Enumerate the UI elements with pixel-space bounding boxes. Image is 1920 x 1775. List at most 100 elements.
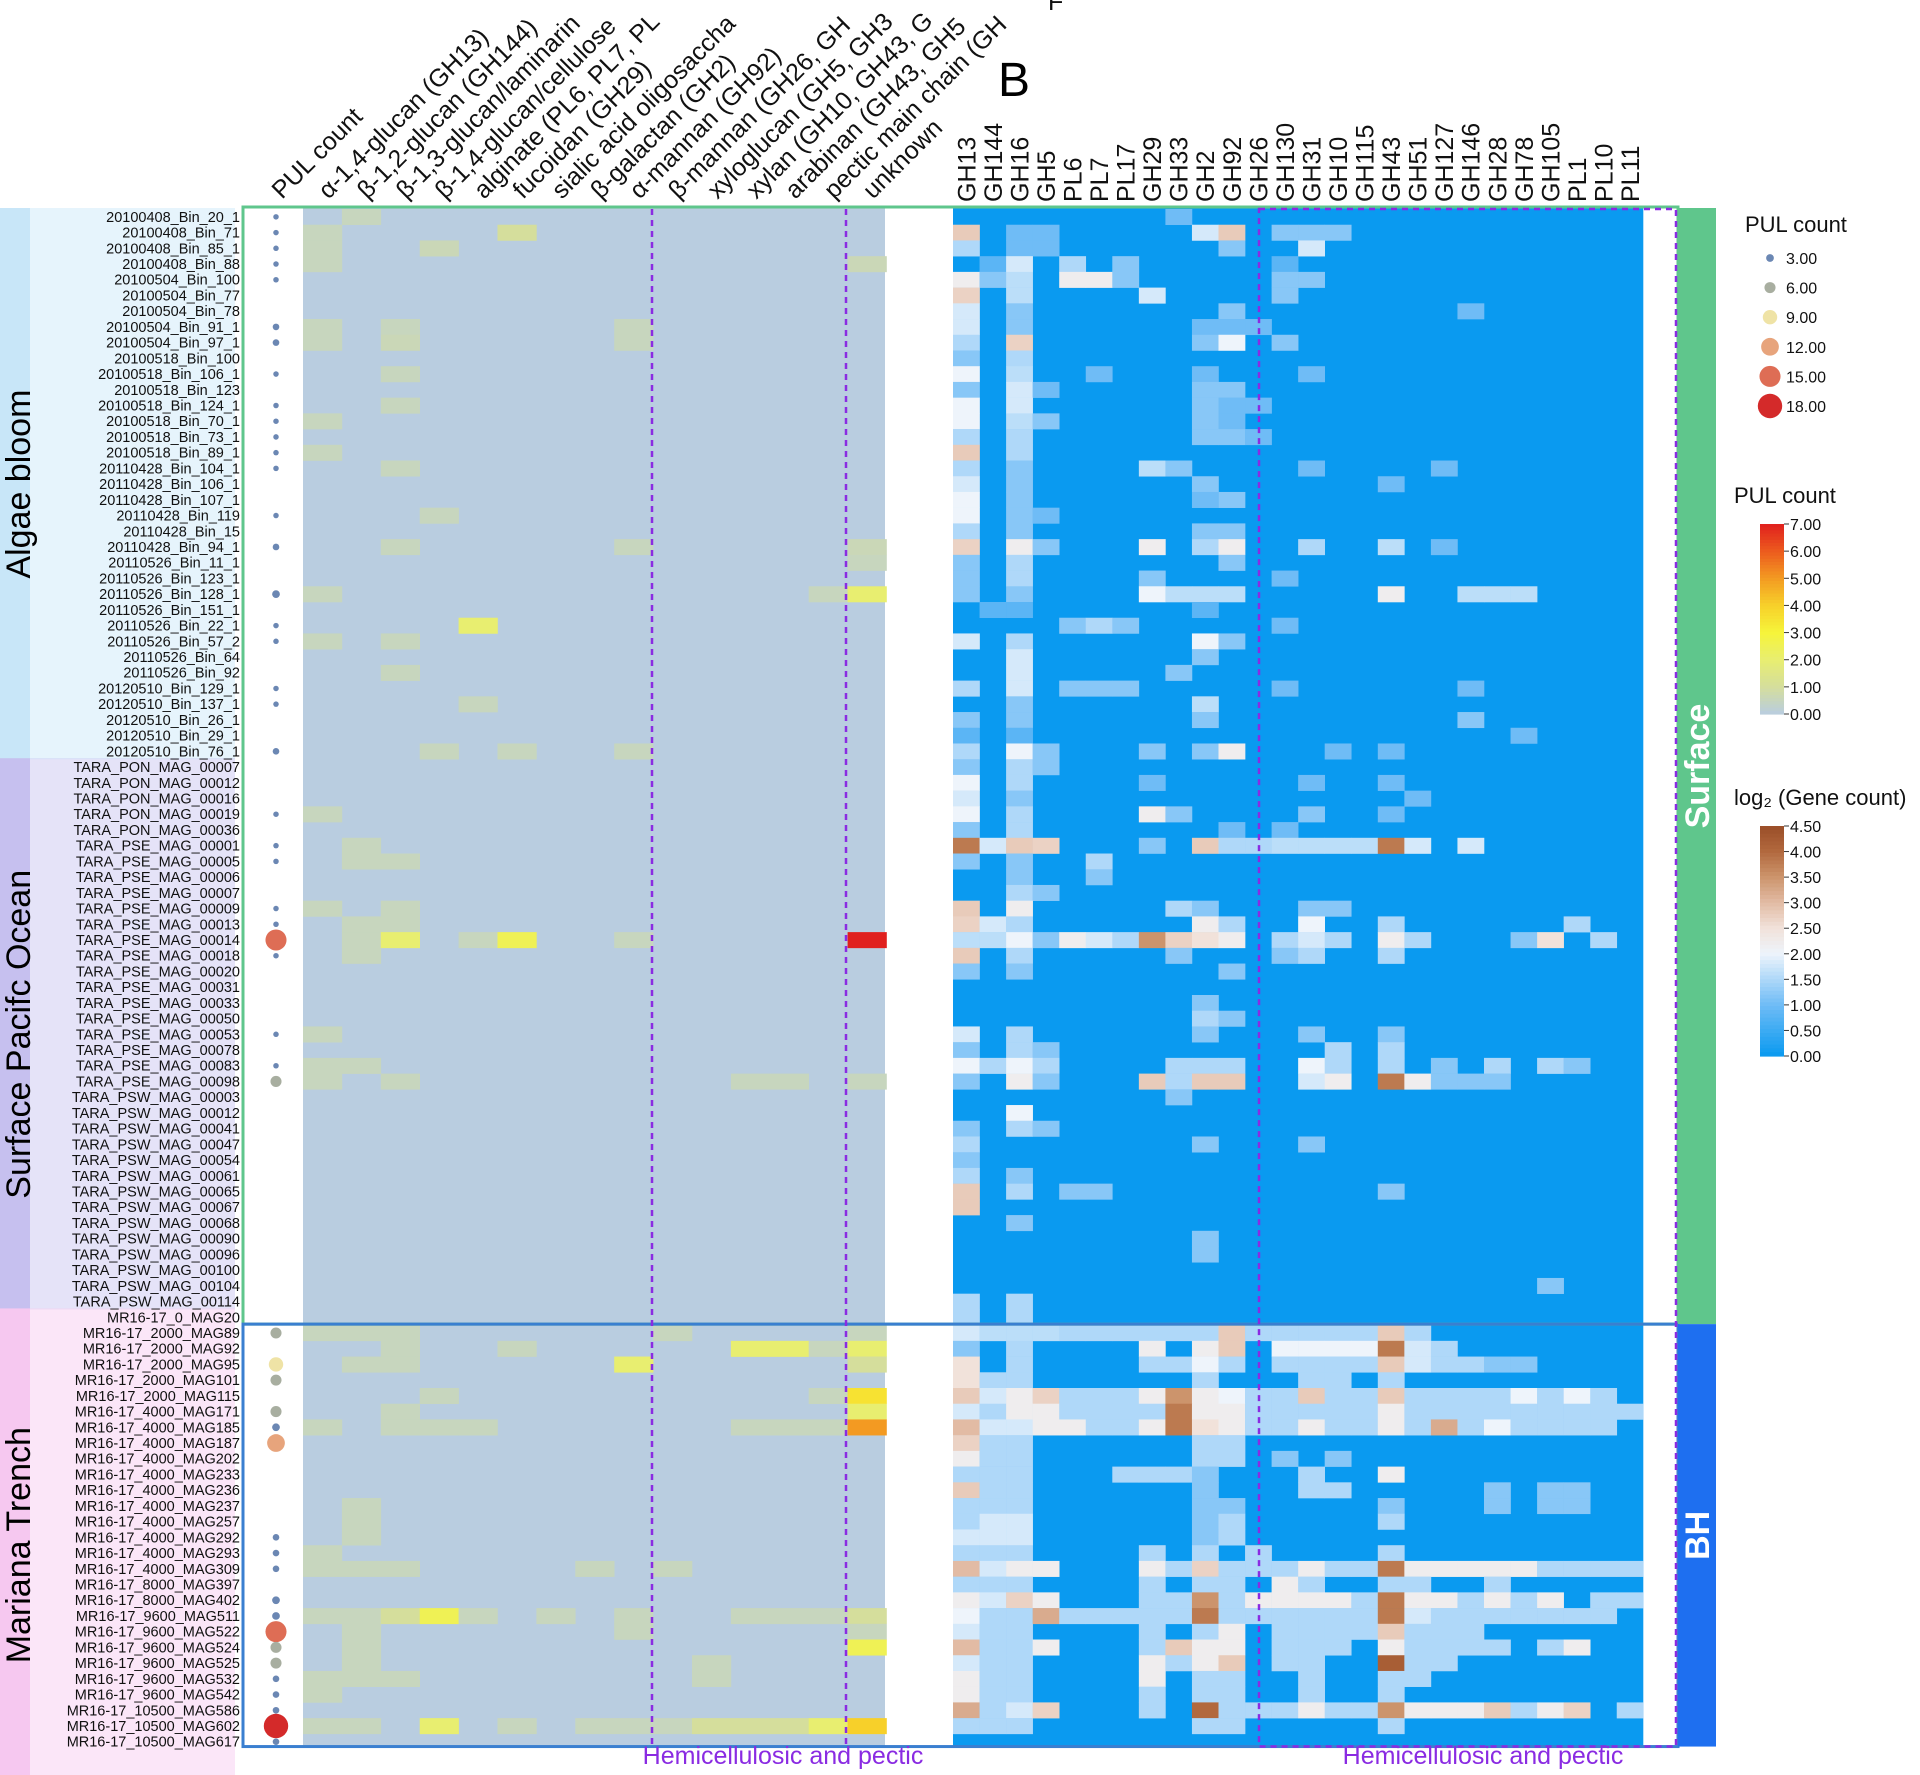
- panel-a-cell: [303, 806, 343, 823]
- gene-count-colorbar-segment: [1760, 925, 1784, 931]
- panel-b-cell: [953, 774, 980, 791]
- legend-tick: 2.50: [1790, 921, 1821, 938]
- pul-count-dot: [272, 1691, 280, 1698]
- panel-b-cell: [979, 1686, 1007, 1703]
- panel-b-cell: [1218, 1057, 1246, 1074]
- panel-b-cell: [1191, 1450, 1219, 1467]
- pul-count-dot: [272, 1738, 280, 1746]
- panel-b-cell: [1006, 759, 1033, 776]
- pul-count-dot: [272, 1534, 280, 1541]
- pul-count-dot: [272, 748, 280, 755]
- row-label: MR16-17_10500_MAG602: [67, 1719, 240, 1735]
- panel-a-cell: [614, 932, 654, 949]
- pul-count-dot: [273, 229, 279, 236]
- pul-count-colorbar-segment: [1760, 644, 1784, 649]
- panel-b-cell: [953, 932, 980, 949]
- panel-a-cell: [730, 1718, 771, 1735]
- panel-b-cell: [1218, 224, 1246, 241]
- panel-b-cell: [1191, 1136, 1219, 1153]
- panel-b-cell: [1138, 1466, 1166, 1483]
- panel-b-cell: [1006, 1340, 1033, 1357]
- panel-b-cell: [1191, 224, 1219, 241]
- panel-b-cell: [1006, 1372, 1033, 1389]
- panel-b-cell: [1324, 1702, 1352, 1719]
- panel-b-cell: [953, 287, 980, 304]
- row-label: MR16-17_4000_MAG292: [75, 1530, 240, 1546]
- panel-a-cell: [692, 1718, 732, 1735]
- panel-b-cell: [1271, 680, 1299, 697]
- panel-b-cell: [1218, 491, 1246, 508]
- pul-count-dot: [272, 1675, 280, 1683]
- panel-b-cell: [1218, 1435, 1246, 1452]
- panel-b-cell: [1404, 1592, 1432, 1609]
- panel-b-cell: [1510, 586, 1538, 603]
- panel-b-cell: [1298, 1419, 1325, 1436]
- panel-a-cell: [303, 224, 343, 241]
- side-label: Surface: [1679, 704, 1717, 829]
- panel-b-cell: [1377, 1419, 1405, 1436]
- panel-b-cell: [1298, 366, 1325, 383]
- panel-b-cell: [1006, 774, 1033, 791]
- panel-b-cell: [1006, 1435, 1033, 1452]
- panel-b-cell: [1165, 1057, 1193, 1074]
- row-label: TARA_PSW_MAG_00100: [72, 1263, 240, 1279]
- panel-a-cell: [614, 539, 654, 556]
- panel-b-cell: [953, 1167, 980, 1184]
- panel-b-cell: [1457, 837, 1485, 854]
- panel-b-cell: [953, 350, 980, 367]
- panel-b-cell: [953, 224, 980, 241]
- panel-b-cell: [1085, 1388, 1113, 1405]
- panel-b-cell: [1006, 1639, 1033, 1656]
- panel-a-cell: [303, 1026, 343, 1043]
- panel-b-cell: [1191, 837, 1219, 854]
- panel-b-column-label: GH10: [1325, 137, 1353, 202]
- panel-b-cell: [1032, 1120, 1060, 1137]
- panel-b-cell: [1245, 1419, 1272, 1436]
- row-label: TARA_PON_MAG_00012: [73, 776, 240, 792]
- panel-b-cell: [1085, 366, 1113, 383]
- pul-count-dot: [273, 418, 279, 424]
- pul-count-dot: [273, 701, 279, 707]
- panel-a-background: [303, 208, 885, 1747]
- panel-b-cell: [1563, 1608, 1591, 1625]
- panel-b-cell: [1032, 1073, 1060, 1090]
- gene-count-colorbar-segment: [1760, 941, 1784, 946]
- row-label: MR16-17_4000_MAG309: [75, 1562, 240, 1578]
- panel-a-cell: [808, 1388, 848, 1405]
- panel-b-column-label: GH146: [1458, 123, 1486, 202]
- panel-a-cell: [614, 1718, 654, 1735]
- panel-b-cell: [1298, 1670, 1325, 1687]
- panel-b-cell: [1457, 303, 1485, 320]
- panel-b-cell: [1298, 224, 1325, 241]
- panel-b-cell: [1377, 1388, 1405, 1405]
- panel-b-cell: [953, 1026, 980, 1043]
- panel-b-cell: [1218, 1340, 1246, 1357]
- pul-count-colorbar-segment: [1760, 539, 1784, 544]
- panel-a-cell: [303, 900, 343, 917]
- gene-count-colorbar-segment: [1760, 929, 1784, 934]
- panel-b-cell: [953, 916, 980, 933]
- panel-b-cell: [953, 444, 980, 461]
- group-band: [0, 758, 30, 1310]
- panel-b-cell: [1006, 900, 1033, 917]
- row-label: MR16-17_4000_MAG171: [75, 1405, 240, 1421]
- panel-b-cell: [1191, 1498, 1219, 1515]
- panel-b-cell: [1006, 1167, 1033, 1184]
- row-label: 20100518_Bin_124_1: [98, 399, 240, 415]
- panel-b-cell: [1006, 1513, 1033, 1530]
- panel-b-cell: [953, 1152, 980, 1169]
- panel-b-cell: [953, 900, 980, 917]
- panel-a-cell: [575, 1560, 615, 1577]
- pul-count-dot: [272, 1565, 280, 1573]
- panel-b-cell: [1218, 1686, 1246, 1703]
- panel-b-cell: [1006, 1356, 1033, 1373]
- panel-b-cell: [1218, 334, 1246, 351]
- panel-b-cell: [953, 1623, 980, 1640]
- panel-b-cell: [1059, 680, 1087, 697]
- panel-b-cell: [1377, 1545, 1405, 1562]
- panel-b-cell: [1271, 1325, 1299, 1342]
- side-label: BH: [1679, 1511, 1717, 1560]
- panel-b-cell: [1298, 837, 1325, 854]
- pul-count-colorbar-segment: [1760, 562, 1784, 566]
- panel-b-cell: [1165, 947, 1193, 964]
